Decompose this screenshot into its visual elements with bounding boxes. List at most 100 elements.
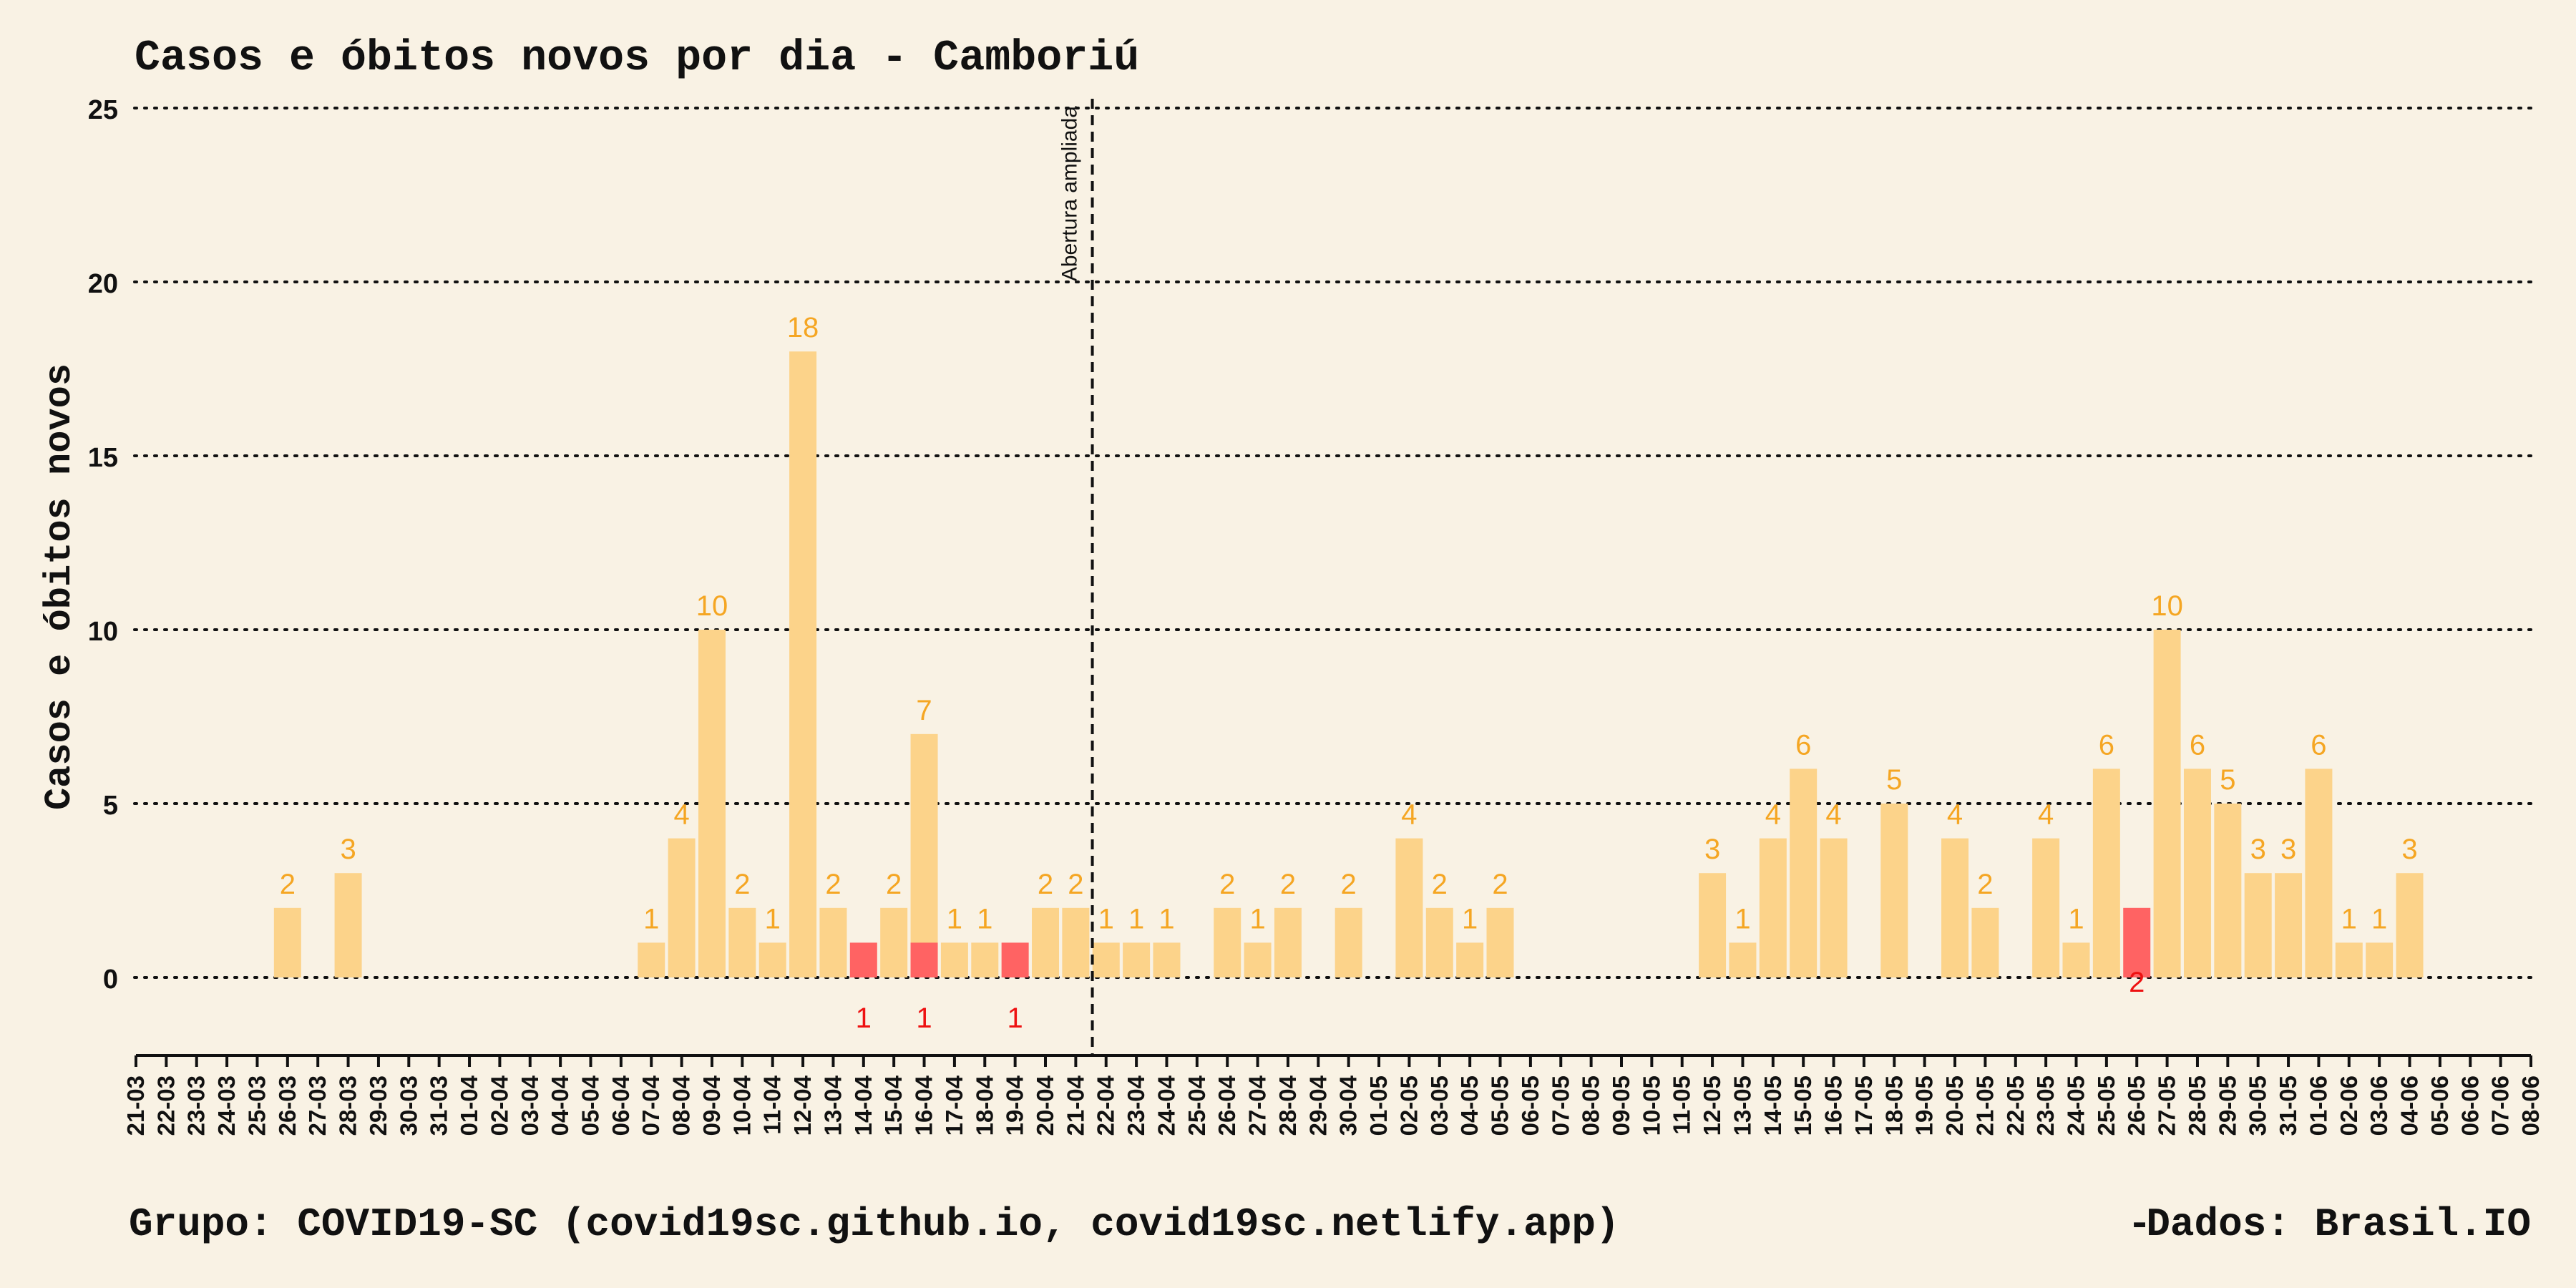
bar-casos-27-05 xyxy=(2153,630,2181,977)
bar-casos-14-05 xyxy=(1759,838,1787,977)
x-tick-31-03: 31-03 xyxy=(426,1075,452,1136)
y-tick-0: 0 xyxy=(103,965,118,995)
label-casos-18-05: 5 xyxy=(1886,764,1902,796)
label-casos-26-04: 2 xyxy=(1219,869,1235,900)
bar-casos-31-05 xyxy=(2275,873,2303,977)
x-tick-29-03: 29-03 xyxy=(365,1075,391,1136)
bar-obitos-16-04 xyxy=(910,942,938,977)
x-tick-05-05: 05-05 xyxy=(1487,1075,1513,1136)
x-tick-26-04: 26-04 xyxy=(1214,1075,1240,1136)
x-tick-07-04: 07-04 xyxy=(638,1075,664,1136)
x-tick-24-05: 24-05 xyxy=(2062,1075,2089,1136)
x-tick-18-04: 18-04 xyxy=(971,1075,997,1136)
bar-casos-27-04 xyxy=(1244,942,1272,977)
label-casos-30-05: 3 xyxy=(2250,834,2266,865)
bar-casos-12-05 xyxy=(1699,873,1727,977)
label-casos-29-05: 5 xyxy=(2220,764,2235,796)
x-tick-03-04: 03-04 xyxy=(517,1075,543,1136)
x-tick-26-03: 26-03 xyxy=(274,1075,301,1136)
label-obitos-19-04: 1 xyxy=(1008,1002,1023,1034)
label-casos-18-04: 1 xyxy=(977,903,992,935)
x-tick-09-04: 09-04 xyxy=(698,1075,725,1136)
label-casos-03-05: 2 xyxy=(1432,869,1448,900)
bar-obitos-19-04 xyxy=(1001,942,1029,977)
label-casos-21-04: 2 xyxy=(1068,869,1083,900)
bars xyxy=(273,351,2424,977)
bar-casos-28-04 xyxy=(1274,907,1302,977)
x-tick-06-06: 06-06 xyxy=(2457,1075,2483,1136)
bar-obitos-26-05 xyxy=(2123,907,2151,977)
x-tick-20-05: 20-05 xyxy=(1941,1075,1968,1136)
bar-casos-10-04 xyxy=(728,907,756,977)
label-obitos-16-04: 1 xyxy=(916,1002,932,1034)
x-tick-12-05: 12-05 xyxy=(1699,1075,1725,1136)
label-casos-03-06: 1 xyxy=(2371,903,2387,935)
x-tick-02-04: 02-04 xyxy=(486,1075,512,1136)
x-tick-10-05: 10-05 xyxy=(1638,1075,1664,1136)
label-casos-22-04: 1 xyxy=(1098,903,1114,935)
label-casos-23-04: 1 xyxy=(1128,903,1144,935)
x-tick-24-04: 24-04 xyxy=(1153,1075,1179,1136)
x-tick-08-05: 08-05 xyxy=(1578,1075,1604,1136)
y-tick-25: 25 xyxy=(88,95,118,125)
x-tick-22-03: 22-03 xyxy=(152,1075,179,1136)
label-casos-16-04: 7 xyxy=(916,695,932,726)
footer-separator: - xyxy=(2127,1201,2152,1247)
bar-casos-12-04 xyxy=(789,351,817,977)
label-casos-23-05: 4 xyxy=(2038,799,2054,831)
x-tick-11-05: 11-05 xyxy=(1669,1075,1695,1135)
label-casos-07-04: 1 xyxy=(643,903,659,935)
label-casos-13-05: 1 xyxy=(1735,903,1750,935)
x-tick-01-05: 01-05 xyxy=(1365,1075,1392,1136)
x-tick-30-05: 30-05 xyxy=(2245,1075,2271,1136)
bar-casos-20-04 xyxy=(1032,907,1060,977)
x-tick-08-06: 08-06 xyxy=(2517,1075,2544,1136)
bar-casos-23-05 xyxy=(2032,838,2060,977)
label-casos-26-03: 2 xyxy=(280,869,296,900)
bar-casos-24-05 xyxy=(2062,942,2090,977)
bar-casos-09-04 xyxy=(698,630,726,977)
bar-casos-13-04 xyxy=(819,907,847,977)
x-tick-20-04: 20-04 xyxy=(1032,1075,1058,1136)
x-tick-06-04: 06-04 xyxy=(608,1075,634,1136)
bar-obitos-14-04 xyxy=(849,942,877,977)
bar-casos-24-04 xyxy=(1153,942,1181,977)
x-tick-19-04: 19-04 xyxy=(1002,1075,1028,1136)
x-tick-13-05: 13-05 xyxy=(1729,1075,1755,1136)
x-tick-28-05: 28-05 xyxy=(2184,1075,2210,1136)
bar-casos-20-05 xyxy=(1941,838,1969,977)
bar-casos-23-04 xyxy=(1123,942,1151,977)
x-tick-16-04: 16-04 xyxy=(911,1075,937,1136)
x-tick-31-05: 31-05 xyxy=(2275,1075,2301,1136)
x-tick-06-05: 06-05 xyxy=(1517,1075,1543,1136)
label-obitos-14-04: 1 xyxy=(856,1002,872,1034)
bar-casos-28-03 xyxy=(334,873,362,977)
bar-casos-02-06 xyxy=(2335,942,2363,977)
x-tick-29-05: 29-05 xyxy=(2214,1075,2240,1136)
x-tick-22-04: 22-04 xyxy=(1093,1075,1119,1136)
label-casos-11-04: 1 xyxy=(765,903,781,935)
bar-casos-30-05 xyxy=(2244,873,2272,977)
x-tick-24-03: 24-03 xyxy=(213,1075,240,1136)
x-tick-03-05: 03-05 xyxy=(1426,1075,1453,1136)
label-casos-08-04: 4 xyxy=(673,799,689,831)
bar-casos-21-04 xyxy=(1062,907,1090,977)
x-tick-21-05: 21-05 xyxy=(1971,1075,1998,1136)
label-casos-02-06: 1 xyxy=(2341,903,2357,935)
label-casos-10-04: 2 xyxy=(734,869,750,900)
bar-casos-11-04 xyxy=(758,942,786,977)
x-tick-28-03: 28-03 xyxy=(335,1075,361,1136)
label-casos-01-06: 6 xyxy=(2311,729,2326,761)
label-casos-12-05: 3 xyxy=(1704,834,1720,865)
x-tick-22-05: 22-05 xyxy=(2002,1075,2029,1136)
x-tick-25-03: 25-03 xyxy=(243,1075,270,1136)
bar-casos-02-05 xyxy=(1395,838,1423,977)
label-casos-31-05: 3 xyxy=(2280,834,2296,865)
bar-casos-15-05 xyxy=(1790,769,1818,977)
x-tick-04-04: 04-04 xyxy=(547,1075,573,1136)
x-tick-21-03: 21-03 xyxy=(122,1075,149,1136)
label-casos-25-05: 6 xyxy=(2099,729,2114,761)
x-tick-03-06: 03-06 xyxy=(2366,1075,2392,1136)
x-tick-23-03: 23-03 xyxy=(183,1075,210,1136)
x-tick-12-04: 12-04 xyxy=(789,1075,816,1136)
